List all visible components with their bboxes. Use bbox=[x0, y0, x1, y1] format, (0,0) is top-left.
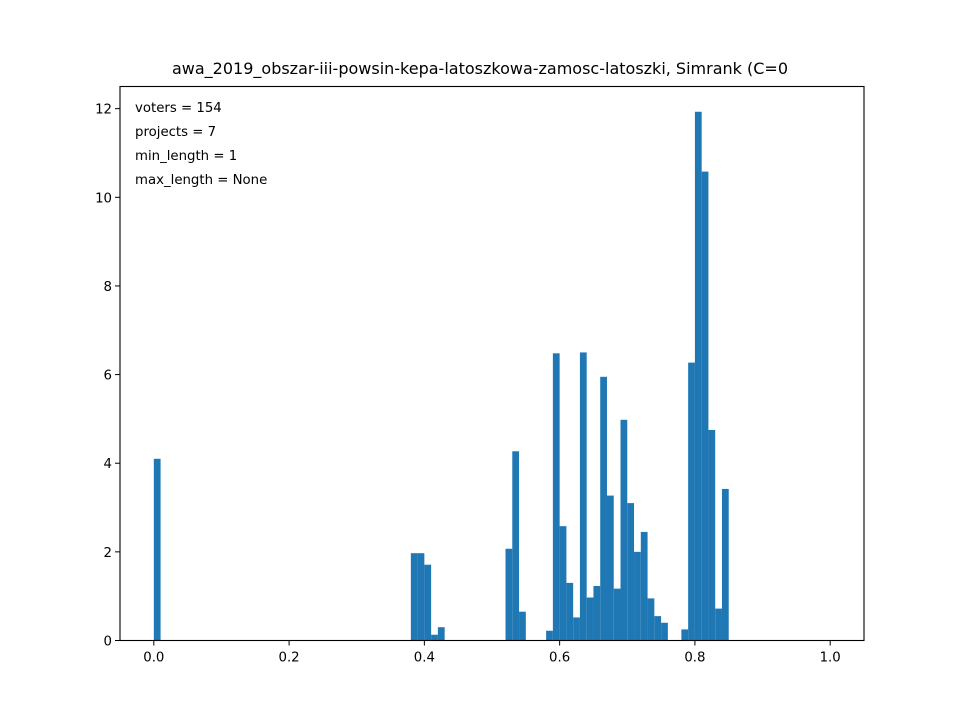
histogram-bar bbox=[552, 353, 560, 641]
histogram-bar bbox=[606, 495, 614, 641]
x-tick-label: 0.8 bbox=[684, 651, 705, 666]
histogram-bar bbox=[505, 548, 513, 641]
y-tick-label: 10 bbox=[95, 191, 112, 206]
bars-group bbox=[153, 111, 729, 641]
histogram-bar bbox=[613, 588, 621, 641]
y-axis-ticks: 0 2 4 6 8 10 12 bbox=[95, 103, 120, 650]
histogram-bar bbox=[546, 630, 553, 641]
histogram-bar bbox=[424, 564, 432, 641]
histogram-bar bbox=[721, 488, 729, 641]
chart-title: awa_2019_obszar-iii-powsin-kepa-latoszko… bbox=[172, 59, 788, 79]
x-tick-label: 0.0 bbox=[143, 651, 164, 666]
histogram-bar bbox=[688, 362, 695, 641]
histogram-bar bbox=[600, 376, 607, 641]
histogram-bar bbox=[586, 597, 594, 641]
histogram-bar bbox=[661, 622, 668, 641]
annotation-block: voters = 154 projects = 7 min_length = 1 ma… bbox=[135, 101, 267, 188]
histogram-bar bbox=[681, 629, 689, 641]
x-tick-label: 0.6 bbox=[549, 651, 570, 666]
histogram-bar bbox=[694, 111, 702, 641]
histogram-bar bbox=[708, 429, 716, 641]
histogram-bar bbox=[417, 553, 425, 641]
annotation-line: voters = 154 bbox=[135, 101, 222, 116]
annotation-line: min_length = 1 bbox=[135, 149, 237, 164]
x-axis-ticks: 0.0 0.2 0.4 0.6 0.8 1.0 bbox=[143, 640, 841, 666]
histogram-bar bbox=[654, 616, 662, 641]
histogram-bar bbox=[620, 419, 628, 641]
histogram-bar bbox=[566, 582, 574, 641]
y-tick-label: 4 bbox=[104, 457, 112, 472]
plot-frame bbox=[119, 85, 865, 642]
histogram-bar bbox=[431, 634, 438, 641]
histogram-bar bbox=[519, 611, 526, 641]
histogram-bar bbox=[627, 503, 635, 641]
x-tick-label: 0.4 bbox=[414, 651, 435, 666]
x-tick-label: 0.2 bbox=[279, 651, 300, 666]
histogram-bar bbox=[634, 551, 641, 641]
histogram-bar bbox=[579, 352, 587, 641]
histogram-bar bbox=[715, 608, 722, 641]
histogram-bar bbox=[559, 526, 567, 641]
histogram-bar bbox=[153, 458, 161, 641]
histogram-bar bbox=[593, 585, 601, 641]
histogram-bar bbox=[573, 617, 580, 641]
histogram-bar bbox=[437, 627, 445, 641]
y-tick-label: 6 bbox=[104, 369, 112, 384]
y-tick-label: 12 bbox=[95, 103, 112, 118]
y-tick-label: 8 bbox=[104, 280, 112, 295]
histogram-bar bbox=[410, 553, 418, 641]
y-tick-label: 2 bbox=[104, 546, 112, 561]
histogram-bar bbox=[701, 171, 709, 641]
y-tick-label: 0 bbox=[104, 635, 112, 650]
histogram-bar bbox=[647, 598, 655, 641]
annotation-line: projects = 7 bbox=[135, 125, 216, 140]
histogram-bar bbox=[512, 451, 520, 641]
histogram-bar bbox=[640, 531, 648, 641]
annotation-line: max_length = None bbox=[135, 173, 267, 188]
x-tick-label: 1.0 bbox=[820, 651, 841, 666]
